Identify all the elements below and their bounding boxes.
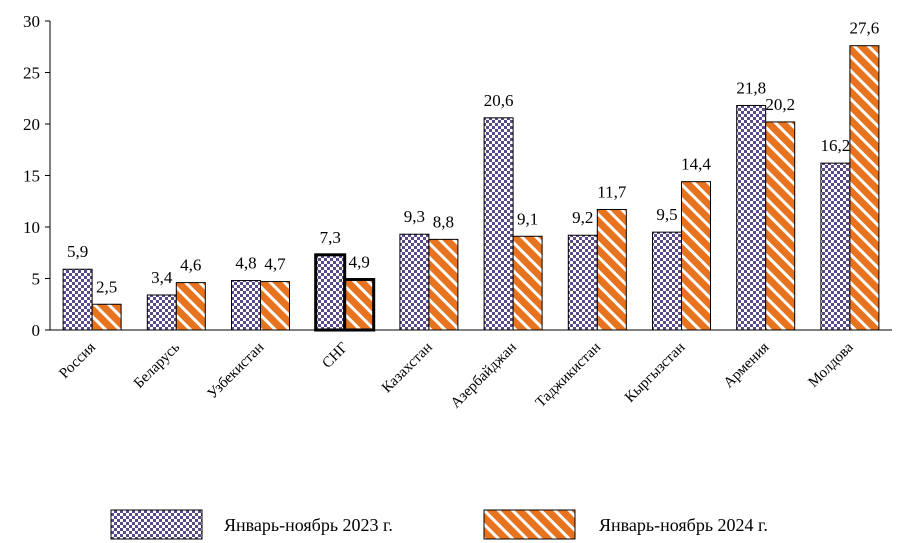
y-tick-label: 15 xyxy=(23,167,40,186)
bar-2023 xyxy=(314,253,347,332)
data-label: 4,8 xyxy=(235,254,256,273)
data-label: 20,6 xyxy=(484,91,514,110)
category-labels-group: Россия Беларусь Узбекистан СНГ Казахстан Азер… xyxy=(56,339,857,411)
bar-2023 xyxy=(820,162,851,331)
data-label: 8,8 xyxy=(433,212,454,231)
data-label: 9,3 xyxy=(404,207,425,226)
bar-2024 xyxy=(849,45,880,331)
category-label: Россия xyxy=(56,339,99,382)
data-label: 4,7 xyxy=(264,255,286,274)
bar-2024 xyxy=(428,238,459,331)
data-label: 4,6 xyxy=(180,256,201,275)
y-tick-label: 10 xyxy=(23,218,40,237)
bar-2024 xyxy=(765,121,796,331)
data-label: 9,1 xyxy=(517,209,538,228)
category-label: Молдова xyxy=(806,339,857,390)
bar-2023 xyxy=(399,233,430,331)
bar-2024 xyxy=(596,208,627,331)
legend-swatch-2023 xyxy=(110,509,203,540)
category-label: Кыргызстан xyxy=(622,340,688,406)
data-label: 16,2 xyxy=(821,136,851,155)
bar-2023 xyxy=(62,268,93,331)
y-tick-label: 5 xyxy=(32,270,41,289)
legend-swatch-2024 xyxy=(483,509,576,540)
legend-label-2023: Январь-ноябрь 2023 г. xyxy=(224,515,393,535)
legend: Январь-ноябрь 2023 г. Январь-ноябрь 2024… xyxy=(110,509,768,540)
bar-2023 xyxy=(736,104,767,331)
y-tick-label: 0 xyxy=(32,321,41,340)
category-label: Узбекистан xyxy=(205,340,268,403)
bar-2023 xyxy=(146,294,177,331)
data-label: 2,5 xyxy=(96,277,117,296)
category-label: СНГ xyxy=(319,339,351,371)
bar-2024 xyxy=(260,281,290,331)
bar-2024 xyxy=(175,282,206,331)
bars-group xyxy=(62,45,880,332)
data-label: 7,3 xyxy=(320,228,341,247)
data-label: 3,4 xyxy=(151,268,173,287)
bar-2023 xyxy=(652,231,682,331)
category-label: Казахстан xyxy=(379,340,436,397)
data-label: 11,7 xyxy=(597,182,627,201)
category-label: Азербайджан xyxy=(448,340,520,412)
y-tick-label: 25 xyxy=(23,64,40,83)
data-label: 4,9 xyxy=(349,253,370,272)
data-label: 20,2 xyxy=(765,95,795,114)
bar-2024 xyxy=(91,303,122,331)
category-label: Таджикистан xyxy=(533,340,604,411)
category-label: Беларусь xyxy=(131,339,183,391)
data-label: 9,5 xyxy=(656,205,677,224)
bar-2024 xyxy=(343,278,376,332)
category-label: Армения xyxy=(721,339,773,391)
data-label: 5,9 xyxy=(67,242,88,261)
bar-2024 xyxy=(512,235,543,331)
data-label: 21,8 xyxy=(736,78,766,97)
data-label: 9,2 xyxy=(572,208,593,227)
bar-2023 xyxy=(231,280,261,331)
bar-2023 xyxy=(567,234,598,331)
y-tick-label: 20 xyxy=(23,115,40,134)
y-tick-label: 30 xyxy=(23,12,40,31)
data-label: 14,4 xyxy=(681,155,711,174)
bar-2024 xyxy=(681,181,711,331)
data-label: 27,6 xyxy=(850,19,880,38)
bar-2023 xyxy=(483,117,514,331)
data-labels-group: 5,9 2,5 3,4 4,6 4,8 4,7 7,3 4,9 9,3 8,8 20,6 9,1 9,2… xyxy=(67,19,879,297)
legend-label-2024: Январь-ноябрь 2024 г. xyxy=(599,515,768,535)
